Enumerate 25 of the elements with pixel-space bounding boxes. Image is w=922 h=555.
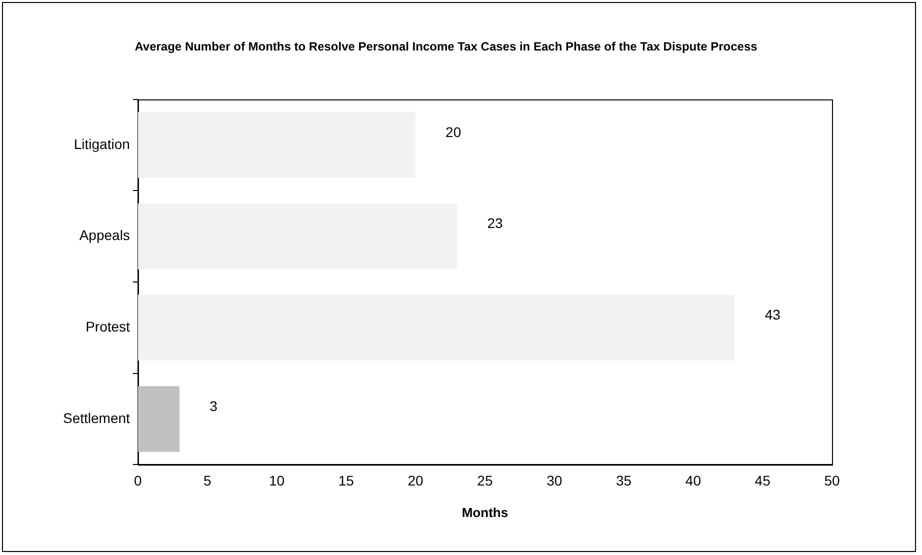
x-tick-label: 15 [338, 472, 354, 488]
x-tick-label: 30 [546, 472, 562, 488]
x-tick-label: 40 [685, 472, 702, 488]
x-tick-label: 25 [477, 472, 493, 488]
x-tick-label: 45 [754, 472, 771, 488]
x-tick-label: 0 [134, 472, 142, 488]
y-tick-label: Appeals [79, 227, 130, 244]
data-label: 43 [764, 306, 781, 323]
data-label: 3 [210, 398, 218, 414]
bar [138, 294, 735, 361]
chart-title: Average Number of Months to Resolve Personal Income Tax Cases in Each Phase of the Tax Dispute Process [134, 40, 758, 54]
data-label: 20 [446, 124, 462, 140]
bar [138, 203, 458, 270]
data-label: 23 [487, 215, 503, 232]
x-tick-label: 5 [203, 472, 212, 488]
x-tick-label: 10 [268, 472, 285, 488]
y-tick-label: Protest [86, 318, 130, 335]
x-tick-label: 35 [616, 472, 632, 488]
y-tick-label: Litigation [74, 136, 130, 152]
x-tick-label: 20 [408, 472, 424, 488]
bar [138, 386, 180, 452]
bar [138, 112, 416, 178]
y-tick-label: Settlement [62, 410, 130, 426]
x-tick-label: 50 [824, 472, 840, 488]
x-axis-title: Months [462, 504, 508, 520]
